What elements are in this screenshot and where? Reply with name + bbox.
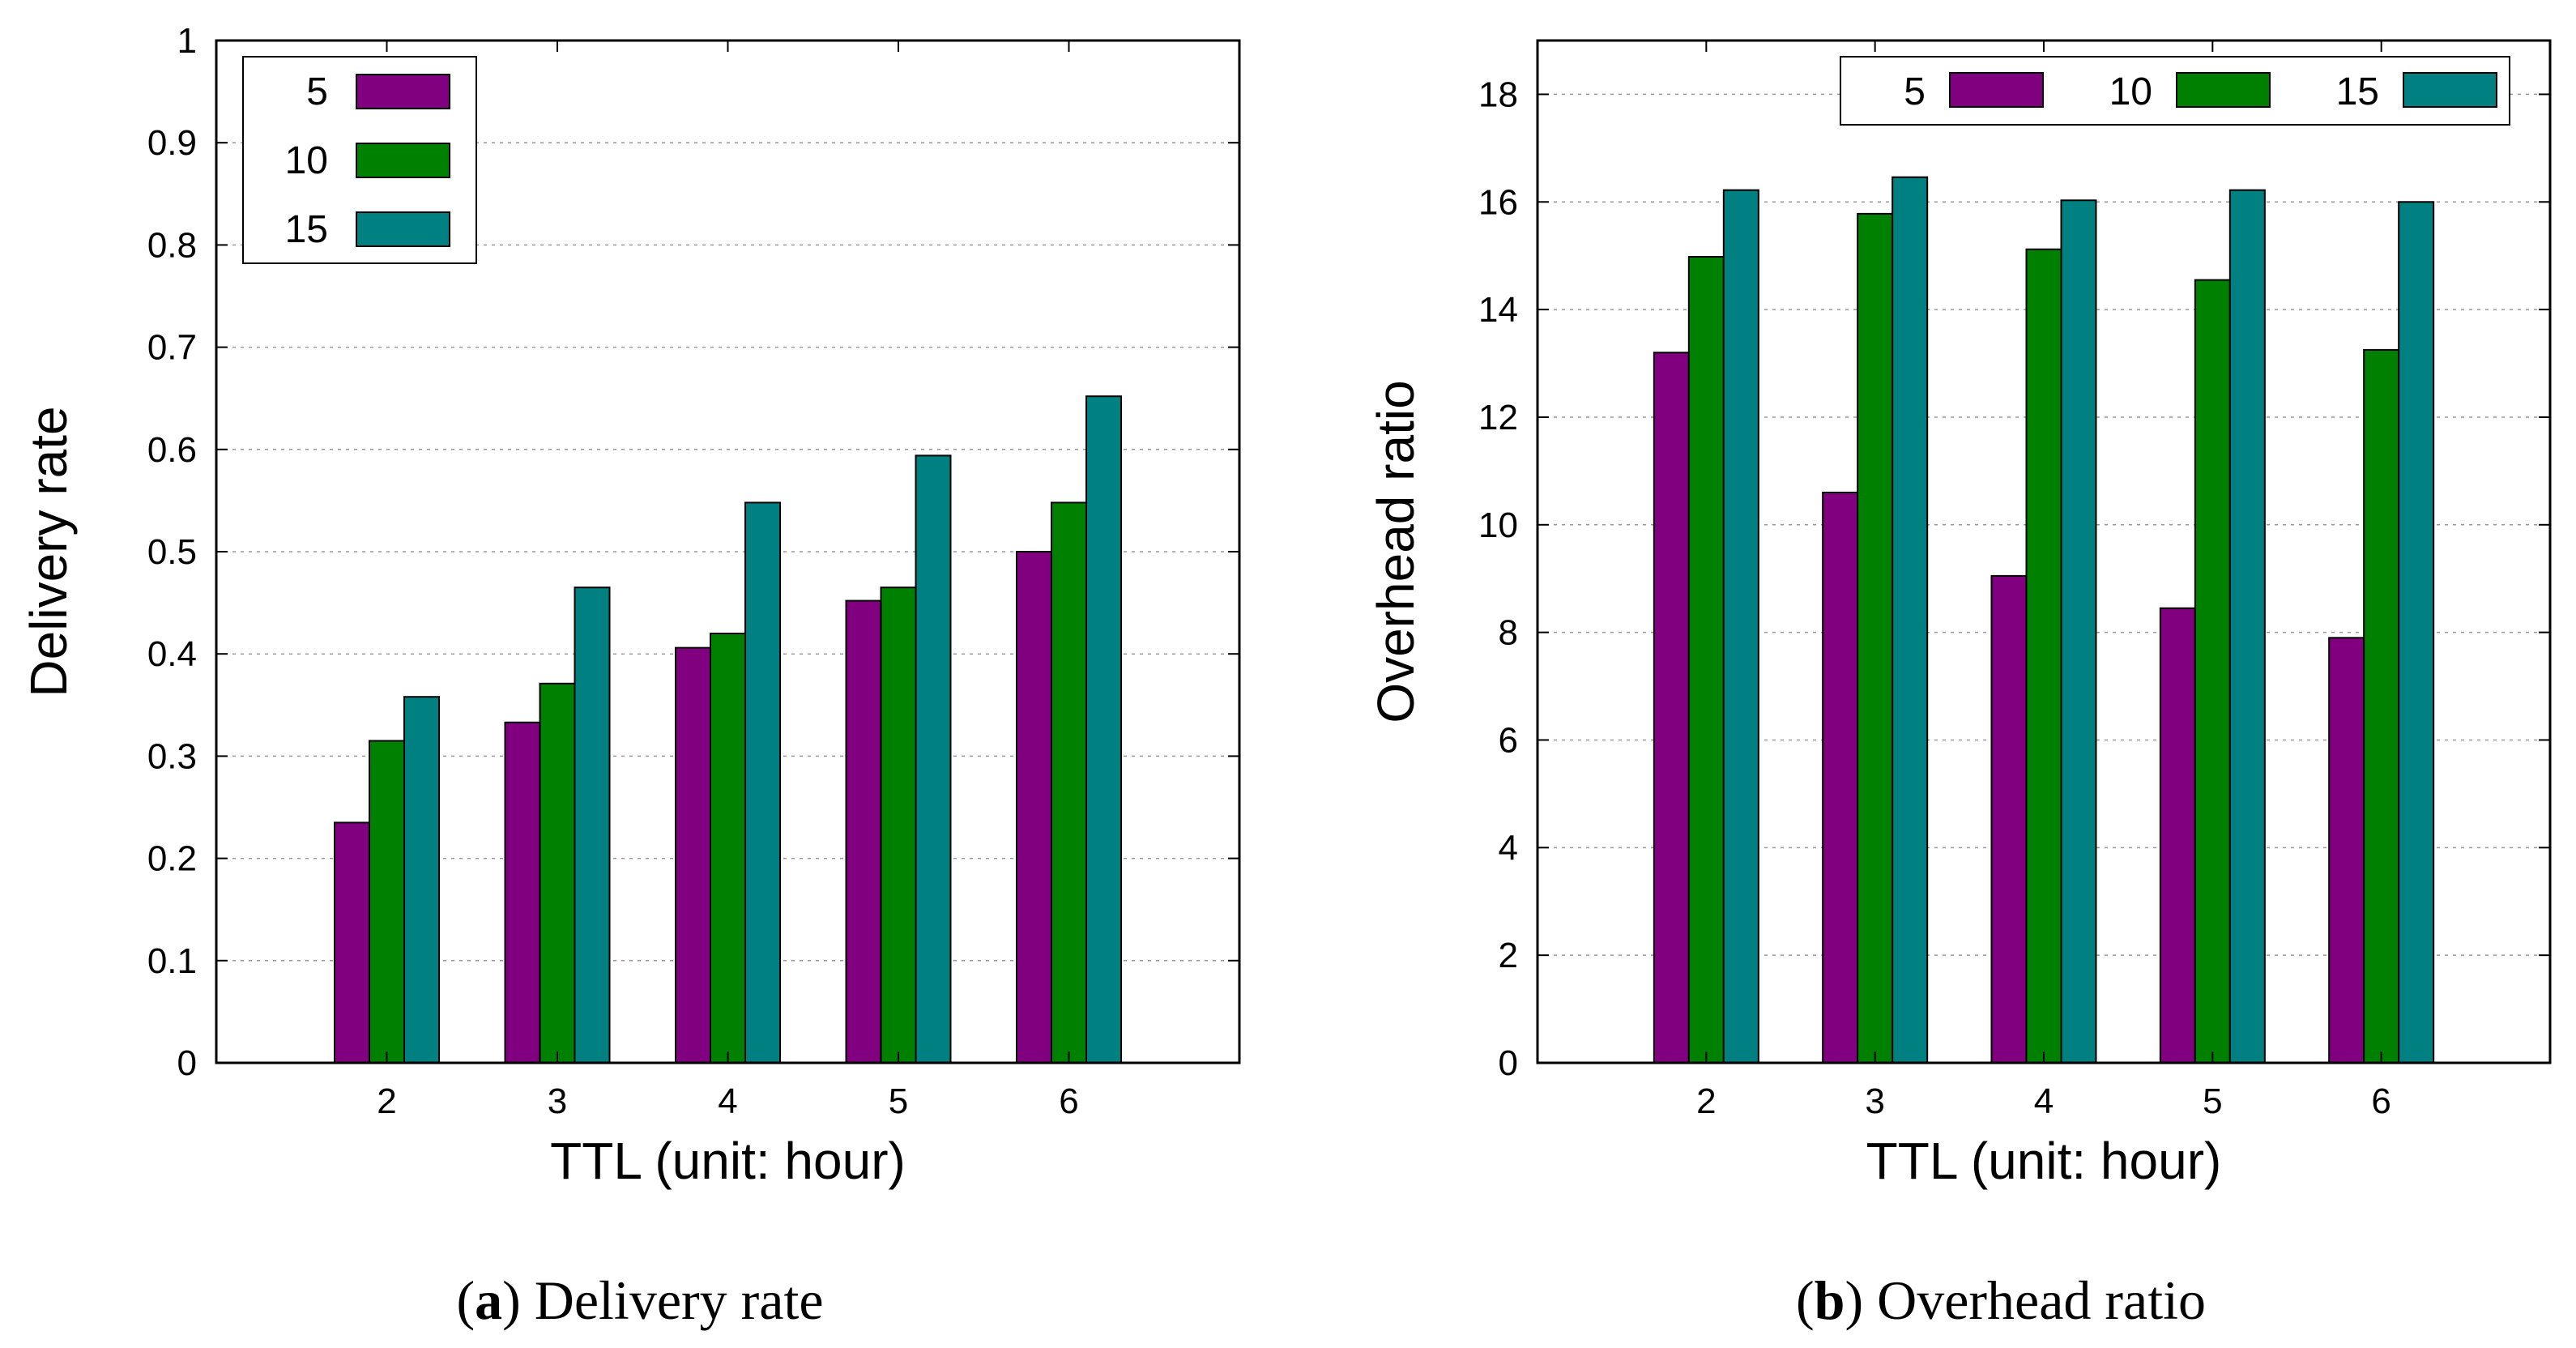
bar-series-15-5 [915,454,952,1064]
y-tick-label: 10 [1478,506,1518,545]
y-axis-title: Delivery rate [19,406,78,697]
y-tick-label: 16 [1478,182,1518,222]
x-tick-label: 3 [1865,1081,1884,1121]
overhead-ratio-chart: 0 2 4 6 8 10 12 14 16 18 2 3 4 5 6 TTL (unit: hour) Over… [1367,39,2552,1331]
y-tick-label: 14 [1478,290,1518,330]
x-axis-title: TTL (unit: hour) [1866,1132,2222,1190]
x-tick-label: 4 [2034,1081,2054,1121]
legend-label-5: 5 [1904,70,1926,113]
bar-series-10-6 [1051,501,1087,1064]
y-tick-label: 0.9 [147,123,197,163]
delivery-rate-chart: 0 0.1 0.2 0.3 0.4 0.5 0.6 0.7 0.8 0.9 1 2 3 4 5 6 TTL (u… [19,21,1241,1331]
bar-series-10-3 [539,682,576,1064]
x-tick-label: 2 [377,1081,396,1121]
bar-series-5-4 [675,646,711,1064]
bar-series-5-6 [2328,637,2365,1064]
legend-label-15: 15 [2336,70,2379,113]
legend-label-10: 10 [2109,70,2152,113]
y-tick-label: 0.7 [147,328,197,368]
x-tick-label: 3 [548,1081,567,1121]
y-tick-label: 0.4 [147,634,197,674]
legend-box [1840,56,2510,126]
legend: 5 10 15 [242,56,477,264]
bar-series-15-3 [574,587,611,1064]
x-tick-label: 6 [1059,1081,1078,1121]
x-tick-label: 4 [718,1081,737,1121]
legend-swatch-15 [356,211,450,247]
bar-series-15-4 [2060,199,2097,1064]
legend-label-10: 10 [285,139,328,182]
caption-text: Overhead ratio [1877,1269,2206,1331]
y-tick-label: 2 [1499,936,1518,975]
bar-series-15-3 [1891,176,1929,1064]
bar-series-5-6 [1016,551,1052,1064]
bar-series-15-5 [2228,189,2266,1064]
x-tick-label: 5 [889,1081,908,1121]
y-tick-label: 0.6 [147,430,197,470]
bar-series-10-4 [2025,248,2062,1064]
caption-text: Delivery rate [535,1269,824,1331]
bar-series-5-3 [1822,491,1859,1064]
bar-series-10-5 [880,587,917,1064]
y-axis-title: Overhead ratio [1367,380,1425,723]
y-tick-label: 4 [1499,828,1518,868]
y-tick-label: 12 [1478,398,1518,437]
bar-series-15-6 [1085,395,1122,1064]
figure-caption: (a) Delivery rate [456,1269,823,1331]
bar-series-5-2 [1653,352,1690,1064]
y-tick-label: 18 [1478,75,1518,114]
legend-swatch-10 [2176,72,2271,108]
y-tick-label: 0.5 [147,532,197,572]
legend-label-15: 15 [285,208,328,251]
bar-series-5-2 [334,821,370,1064]
bar-series-5-4 [1990,574,2028,1064]
figure-caption: (b) Overhead ratio [1796,1269,2206,1331]
bar-series-10-3 [1857,212,1894,1064]
y-tick-label: 6 [1499,720,1518,760]
bar-series-10-2 [369,740,405,1064]
legend-label-5: 5 [306,70,328,113]
y-tick-label: 0.8 [147,225,197,265]
legend-swatch-5 [356,74,450,109]
bar-series-10-4 [710,632,746,1064]
y-tick-label: 0 [1499,1043,1518,1083]
bar-series-5-5 [845,599,882,1064]
caption-label: a [475,1269,502,1331]
bar-series-15-4 [744,501,781,1064]
y-tick-label: 0.1 [147,941,197,981]
caption-label: b [1815,1269,1845,1331]
x-tick-label: 6 [2371,1081,2390,1121]
y-tick-label: 1 [177,21,197,61]
y-tick-label: 0 [177,1043,197,1083]
bar-series-10-5 [2194,279,2231,1064]
bar-series-5-5 [2159,607,2196,1064]
y-tick-label: 0.3 [147,736,197,776]
bar-series-5-3 [504,721,541,1064]
y-tick-label: 0.2 [147,839,197,879]
x-tick-label: 5 [2203,1081,2222,1121]
x-tick-label: 2 [1696,1081,1716,1121]
legend-swatch-15 [2403,72,2497,108]
bar-series-10-6 [2363,348,2400,1064]
bar-series-15-6 [2398,201,2435,1064]
legend: 5 10 15 [1840,56,2510,126]
legend-swatch-10 [356,143,450,178]
legend-swatch-5 [1949,72,2044,108]
bar-series-10-2 [1687,256,1725,1064]
bar-series-15-2 [1722,189,1759,1064]
y-tick-label: 8 [1499,613,1518,653]
x-axis-title: TTL (unit: hour) [550,1132,906,1190]
bar-series-15-2 [403,696,440,1064]
